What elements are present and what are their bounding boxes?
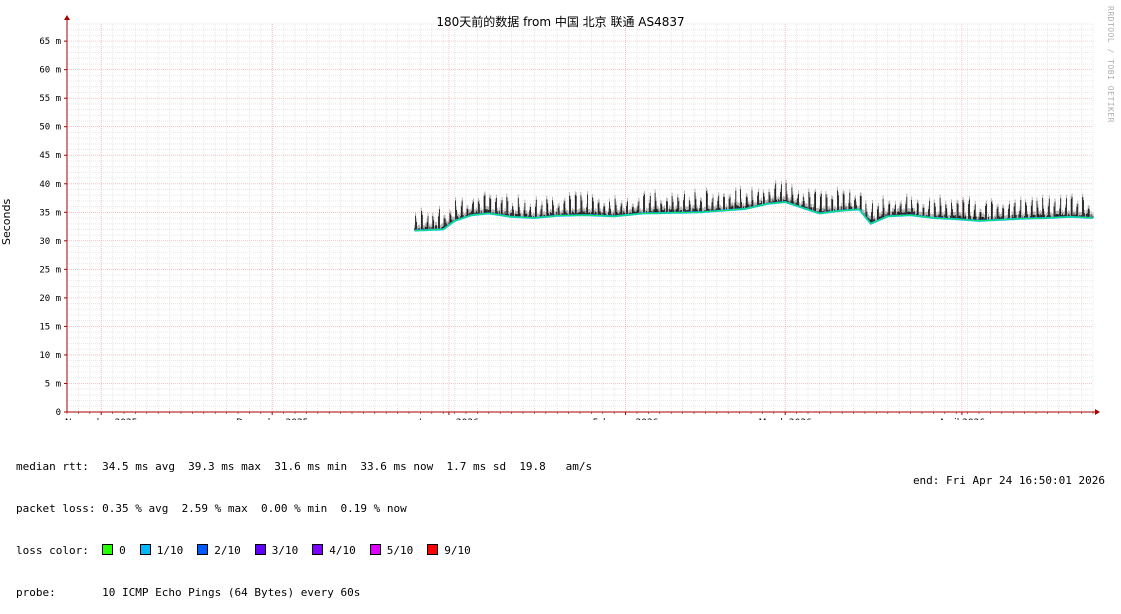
loss-color-label: loss color:	[16, 544, 89, 557]
x-tick-label: January 2026	[418, 418, 479, 420]
y-tick-label: 40 m	[39, 180, 61, 190]
y-tick-label: 65 m	[39, 37, 61, 47]
y-tick-label: 30 m	[39, 237, 61, 247]
y-tick-label: 15 m	[39, 322, 61, 332]
legend: median rtt: 34.5 ms avg 39.3 ms max 31.6…	[16, 432, 592, 614]
loss-color-swatch	[102, 544, 114, 555]
y-tick-label: 45 m	[39, 151, 61, 161]
loss-color-swatch	[312, 544, 324, 555]
y-tick-label: 60 m	[39, 66, 61, 76]
loss-color-item: 0	[102, 544, 126, 557]
loss-color-label-text: 1/10	[156, 544, 184, 557]
median-rtt-line: median rtt: 34.5 ms avg 39.3 ms max 31.6…	[16, 460, 593, 473]
x-tick-label: March 2026	[759, 418, 812, 420]
y-axis-arrow	[64, 15, 70, 20]
loss-color-line: loss color: 0 1/10 2/10 3/10 4/10 5/10 9/10	[16, 544, 592, 558]
loss-color-swatch	[254, 544, 266, 555]
loss-color-label-text: 5/10	[386, 544, 414, 557]
loss-color-item: 3/10	[254, 544, 299, 557]
x-tick-label: February 2026	[593, 418, 659, 420]
y-tick-label: 25 m	[39, 265, 61, 275]
loss-color-label-text: 0	[119, 544, 126, 557]
y-tick-label: 0	[56, 408, 61, 418]
x-axis-arrow	[1095, 409, 1100, 415]
y-tick-label: 20 m	[39, 294, 61, 304]
chart-title: 180天前的数据 from 中国 北京 联通 AS4837	[436, 15, 685, 29]
y-tick-label: 10 m	[39, 351, 61, 361]
y-tick-label: 55 m	[39, 94, 61, 104]
x-tick-label: November 2025	[65, 418, 138, 420]
y-tick-label: 5 m	[45, 379, 61, 389]
y-tick-label: 50 m	[39, 123, 61, 133]
rrdtool-watermark: RRDTOOL / TOBI OETIKER	[1106, 6, 1115, 123]
loss-color-item: 1/10	[139, 544, 184, 557]
median-rtt-line-noloss	[414, 201, 1093, 231]
smokeping-chart: 0 5 m 10 m 15 m 20 m 25 m 30 m 35 m 40 m 45 m 50 m…	[39, 15, 1100, 420]
x-tick-label: December 2025	[236, 418, 308, 420]
loss-color-swatch	[427, 544, 439, 555]
end-time: end: Fri Apr 24 16:50:01 2026	[912, 474, 1105, 487]
loss-color-label-text: 9/10	[444, 544, 471, 557]
loss-color-swatch	[369, 544, 381, 555]
x-tick-label: April 2026	[939, 418, 986, 420]
loss-color-item: 4/10	[312, 544, 356, 557]
loss-color-label-text: 4/10	[329, 544, 356, 557]
loss-color-item: 2/10	[197, 544, 241, 557]
loss-color-swatch	[139, 544, 151, 555]
probe-line: probe: 10 ICMP Echo Pings (64 Bytes) eve…	[16, 586, 361, 599]
loss-color-label-text: 2/10	[214, 544, 241, 557]
loss-color-label-text: 3/10	[271, 544, 299, 557]
packet-loss-line: packet loss: 0.35 % avg 2.59 % max 0.00 …	[16, 502, 407, 515]
loss-color-item: 9/10	[427, 544, 471, 557]
loss-color-item: 5/10	[369, 544, 414, 557]
loss-color-swatch	[197, 544, 209, 555]
y-tick-label: 35 m	[39, 208, 61, 218]
y-axis-label: Seconds	[0, 198, 13, 245]
